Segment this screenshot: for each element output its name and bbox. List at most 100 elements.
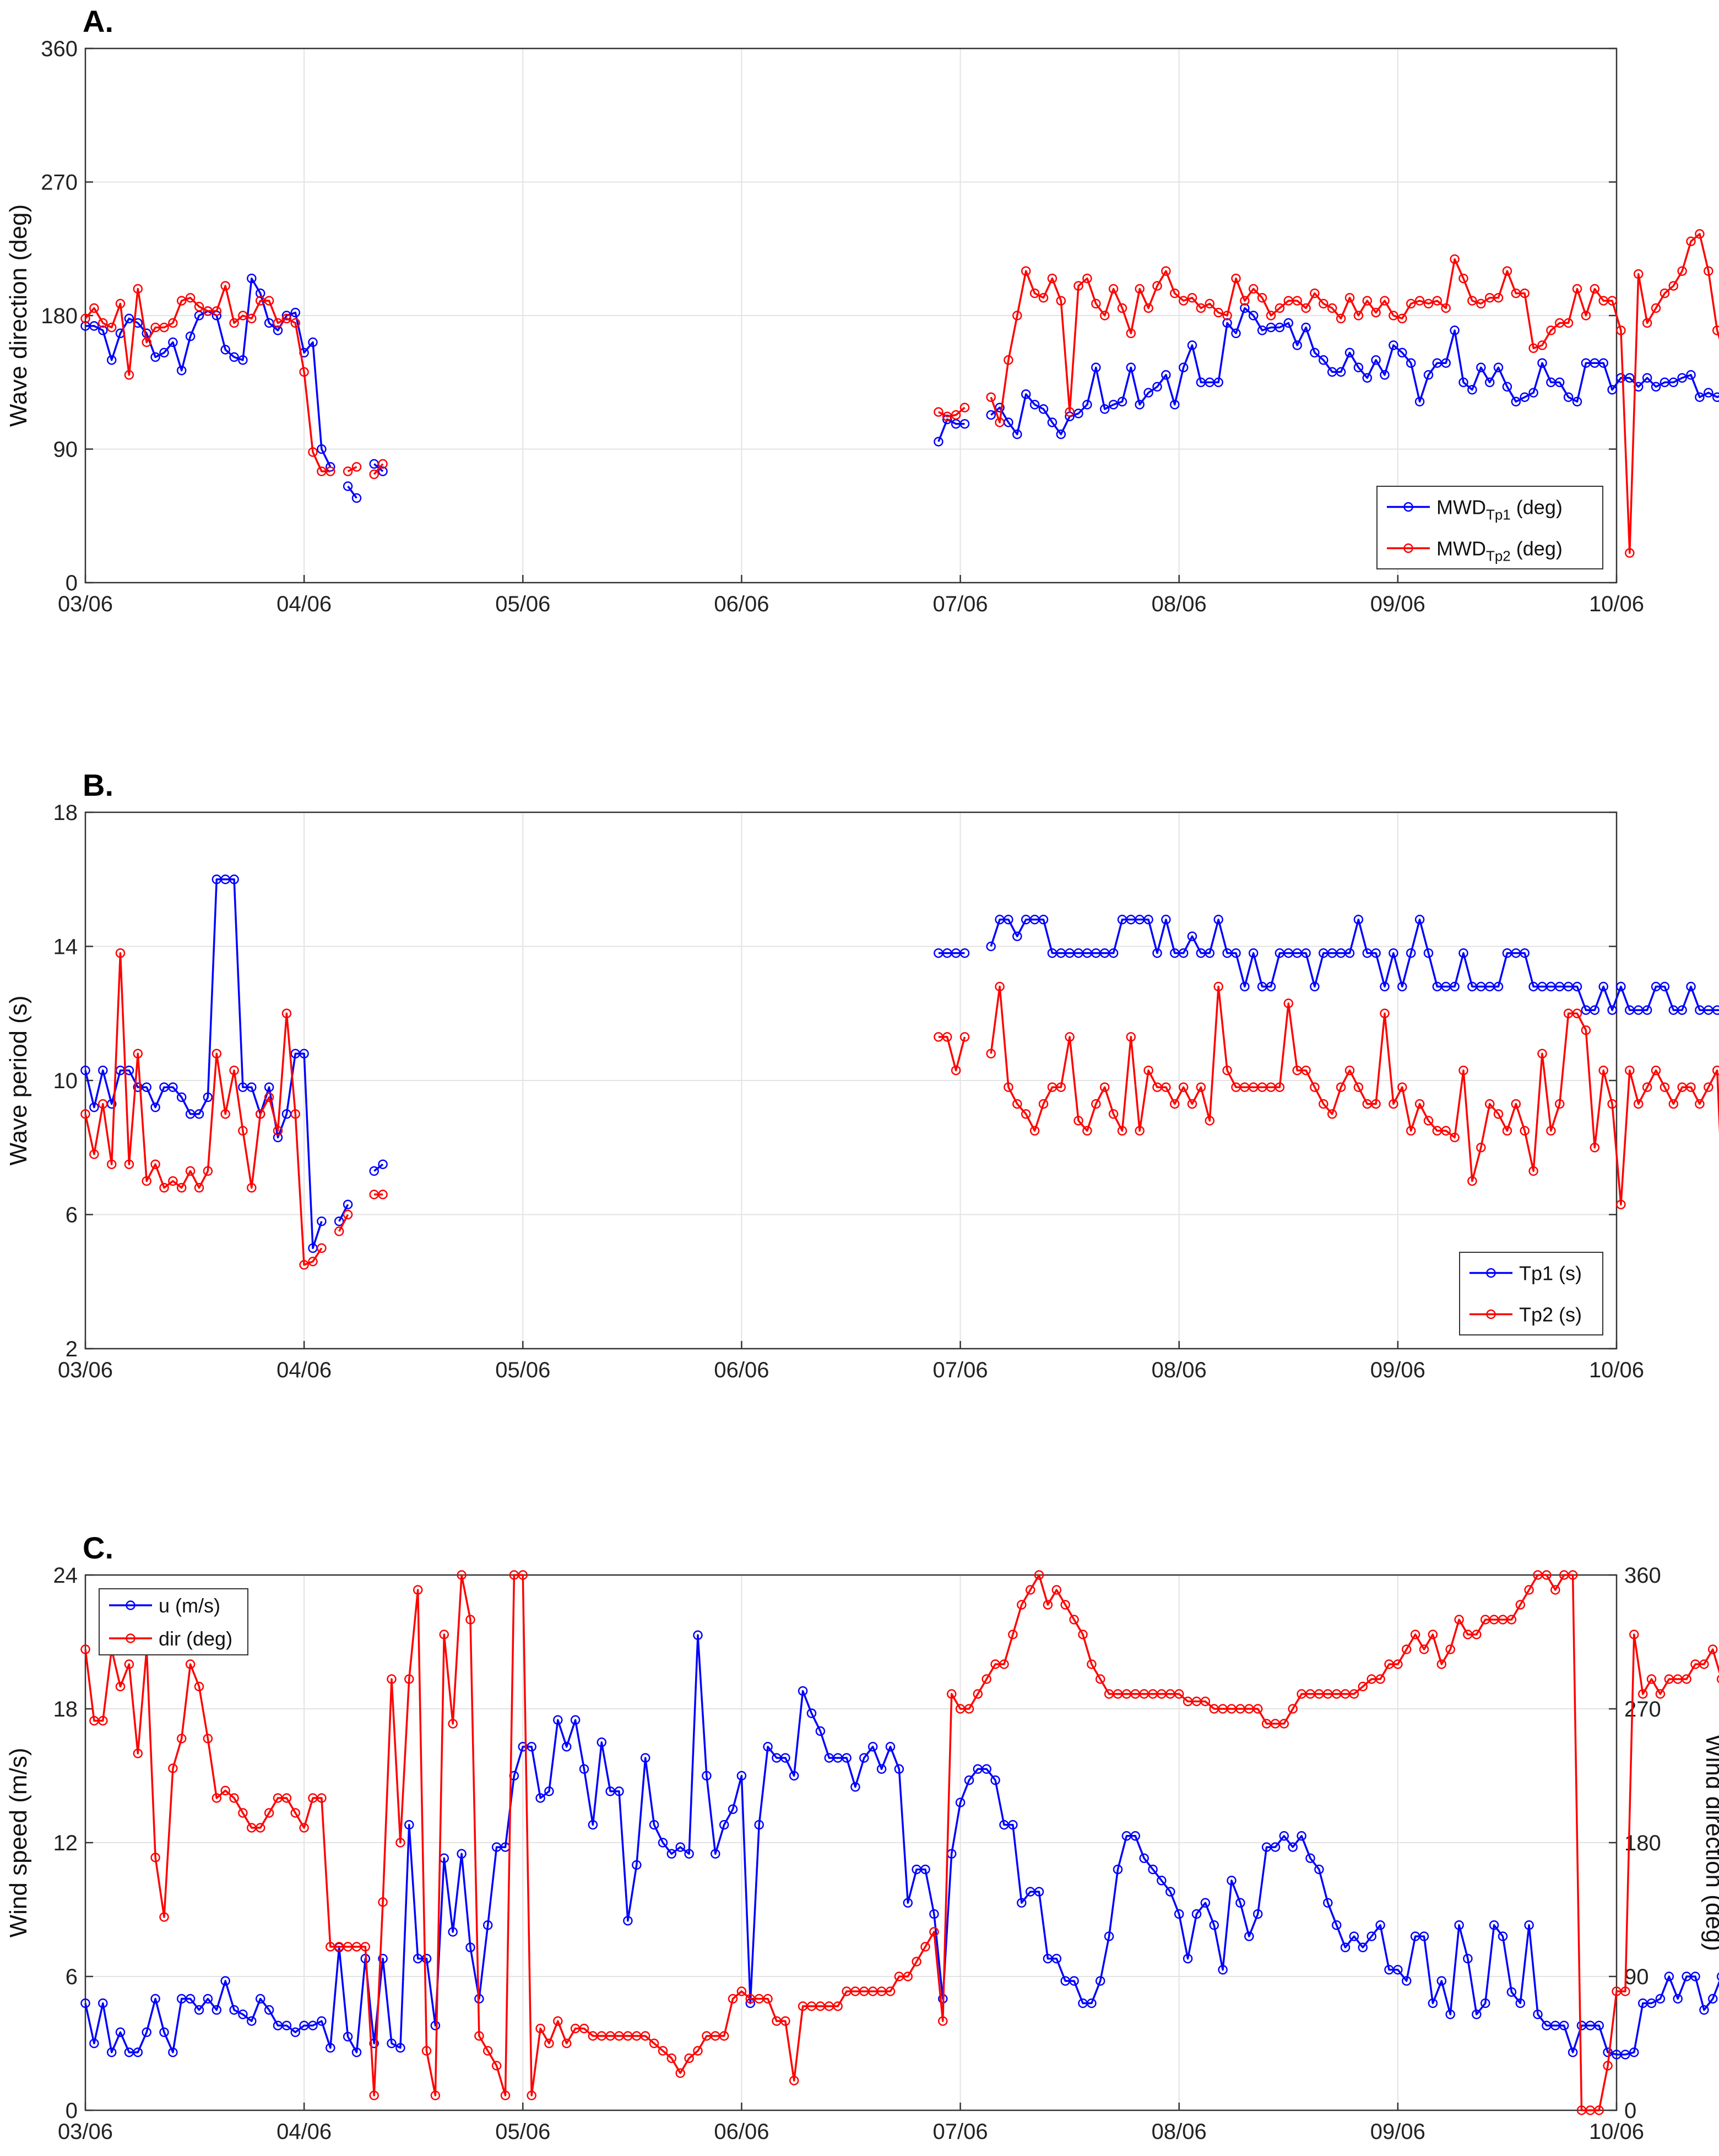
data-point — [1651, 303, 1661, 313]
data-point — [1498, 1931, 1508, 1941]
data-point — [1310, 1082, 1320, 1092]
x-tick-label: 10/06 — [1589, 592, 1644, 616]
data-point — [1091, 1099, 1101, 1109]
data-point — [1454, 1920, 1464, 1930]
data-point — [1603, 2047, 1613, 2057]
data-point — [1581, 311, 1591, 321]
data-point — [1004, 355, 1013, 365]
data-point — [518, 1570, 528, 1580]
data-point — [1117, 397, 1127, 407]
data-point — [1463, 1953, 1473, 1964]
data-point — [1450, 254, 1460, 264]
data-point — [150, 1853, 160, 1862]
panel-letter: C. — [83, 1530, 113, 1565]
data-point — [124, 1659, 134, 1669]
data-point — [264, 1808, 274, 1818]
data-point — [1393, 1659, 1403, 1669]
data-point — [98, 1998, 108, 2008]
data-point — [986, 941, 996, 952]
data-point — [1082, 273, 1092, 284]
data-point — [343, 481, 353, 491]
y2-tick-label: 270 — [1624, 1697, 1661, 1721]
data-point — [1157, 1876, 1167, 1886]
data-point — [238, 2010, 248, 2019]
data-point — [150, 1994, 160, 2004]
data-point — [98, 1099, 108, 1109]
data-point — [1340, 1942, 1351, 1953]
series-tp2-s — [80, 948, 1719, 1270]
data-point — [1170, 399, 1180, 410]
data-point — [876, 1764, 887, 1774]
data-point — [955, 1797, 966, 1807]
data-point — [1528, 388, 1538, 398]
data-point — [570, 1715, 581, 1725]
series-line — [84, 285, 330, 473]
data-point — [1353, 311, 1364, 321]
data-point — [1651, 1065, 1661, 1076]
data-point — [1502, 266, 1512, 276]
data-point — [255, 288, 265, 298]
data-point — [1655, 1689, 1666, 1699]
panel-letter: B. — [83, 768, 113, 802]
data-point — [133, 1748, 143, 1758]
data-point — [780, 2016, 790, 2026]
data-point — [1646, 1998, 1657, 2008]
data-point — [203, 1166, 213, 1176]
data-point — [1108, 284, 1119, 294]
data-point — [1108, 948, 1119, 958]
data-point — [80, 1109, 90, 1119]
data-point — [867, 1742, 878, 1752]
data-point — [675, 1842, 685, 1852]
data-point — [220, 1976, 230, 1986]
data-point — [1178, 362, 1189, 373]
data-point — [1572, 981, 1582, 992]
data-point — [1310, 288, 1320, 298]
data-point — [413, 1585, 423, 1595]
data-point — [308, 337, 318, 347]
data-point — [1642, 373, 1652, 383]
data-point — [1200, 1696, 1211, 1707]
data-point — [1371, 1099, 1381, 1109]
data-point — [1546, 325, 1556, 335]
data-point — [351, 2047, 362, 2057]
data-point — [815, 1726, 826, 1736]
data-point — [89, 2038, 99, 2049]
data-point — [623, 1916, 633, 1926]
data-point — [1380, 296, 1390, 306]
data-point — [1389, 1099, 1398, 1109]
data-point — [684, 1849, 694, 1859]
data-point — [1484, 377, 1495, 388]
data-point — [1563, 392, 1574, 402]
data-point — [1231, 948, 1241, 958]
data-point — [89, 1102, 99, 1112]
data-point — [203, 1994, 213, 2004]
data-point — [1148, 1864, 1158, 1875]
data-point — [842, 1753, 852, 1763]
data-point — [220, 281, 230, 291]
y2-tick-label: 0 — [1624, 2099, 1636, 2123]
data-point — [544, 2038, 554, 2049]
data-point — [1554, 377, 1565, 388]
data-point — [299, 1260, 309, 1270]
data-point — [1012, 311, 1022, 321]
legend-box — [1376, 486, 1603, 569]
x-tick-label: 07/06 — [933, 2120, 988, 2144]
data-point — [1673, 1994, 1683, 2004]
data-point — [1297, 1831, 1306, 1841]
data-point — [281, 313, 292, 324]
data-point — [588, 1820, 598, 1830]
data-point — [1213, 915, 1223, 925]
data-point — [973, 1689, 983, 1699]
y-tick-label: 6 — [66, 1965, 78, 1989]
data-point — [1554, 1099, 1565, 1109]
data-point — [1087, 1659, 1097, 1669]
legend-marker — [1403, 502, 1413, 512]
data-point — [1515, 1998, 1526, 2008]
data-point — [115, 2027, 126, 2038]
data-point — [1344, 948, 1355, 958]
data-point — [1349, 1689, 1359, 1699]
data-point — [942, 414, 952, 425]
data-point — [317, 1793, 327, 1803]
data-point — [1506, 1987, 1517, 1997]
data-point — [1344, 292, 1355, 303]
